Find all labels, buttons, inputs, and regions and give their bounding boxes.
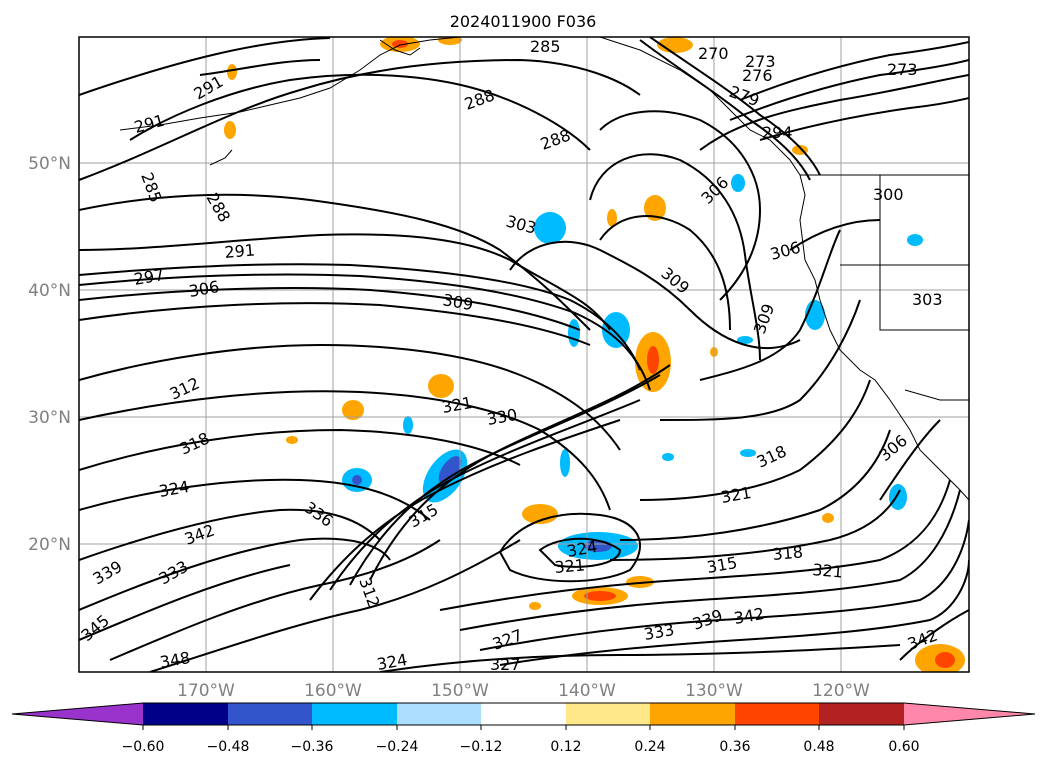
coastlines <box>119 37 969 501</box>
colorbar-segment <box>819 703 904 725</box>
contour-label: 285 <box>530 37 561 56</box>
colorbar-tick-label: 0.12 <box>550 739 581 755</box>
colorbar-segment <box>312 703 397 725</box>
colorbar-segment <box>481 703 566 725</box>
colorbar-tick-labels: −0.60 −0.48 −0.36 −0.24 −0.12 0.12 0.24 … <box>122 739 920 755</box>
lon-label: 170°W <box>177 681 235 701</box>
map-background <box>79 37 969 672</box>
contour-label: 321 <box>812 560 844 582</box>
contour-label: 273 <box>745 52 776 71</box>
contour-label: 291 <box>224 240 256 262</box>
longitude-labels: 170°W 160°W 150°W 140°W 130°W 120°W <box>177 681 870 701</box>
colorbar-tick-label: 0.36 <box>719 739 750 755</box>
colorbar-tick-label: −0.12 <box>460 739 503 755</box>
contour-label: 270 <box>698 44 729 63</box>
colorbar-segment <box>228 703 312 725</box>
contour-label: 300 <box>873 185 904 204</box>
lon-label: 160°W <box>304 681 362 701</box>
contour-label: 303 <box>912 290 943 309</box>
lon-label: 130°W <box>685 681 743 701</box>
colorbar-segment <box>650 703 735 725</box>
colorbar-extend-min <box>12 703 143 725</box>
contour-label: 327 <box>490 655 521 674</box>
colorbar-tick-label: −0.60 <box>122 739 165 755</box>
lat-label: 40°N <box>28 281 71 301</box>
colorbar-tick-label: −0.48 <box>207 739 250 755</box>
lat-label: 50°N <box>28 154 71 174</box>
colorbar-tick-label: 0.24 <box>634 739 665 755</box>
colorbar-segment <box>397 703 481 725</box>
contour-label: 276 <box>742 66 773 85</box>
lat-label: 20°N <box>28 535 71 555</box>
contour-label: 294 <box>762 123 793 142</box>
lon-label: 140°W <box>558 681 616 701</box>
colorbar-tick-label: 0.60 <box>888 739 919 755</box>
contour-label: 318 <box>772 542 804 564</box>
figure-title: 2024011900 F036 <box>450 12 597 31</box>
colorbar-segment <box>735 703 819 725</box>
map-frame <box>78 36 970 673</box>
contour-label: 324 <box>375 650 408 674</box>
contour-lines <box>79 37 969 672</box>
colorbar-tick-label: 0.48 <box>803 739 834 755</box>
colorbar-tick-label: −0.36 <box>291 739 334 755</box>
lon-label: 150°W <box>431 681 489 701</box>
colorbar-tick-label: −0.24 <box>376 739 419 755</box>
colorbar-extend-max <box>904 703 1035 725</box>
lat-label: 30°N <box>28 408 71 428</box>
colorbar-ticks <box>142 725 905 730</box>
colorbar-segment <box>143 703 228 725</box>
contour-label: 321 <box>554 555 586 577</box>
lon-label: 120°W <box>812 681 870 701</box>
colorbar-segment <box>566 703 650 725</box>
contour-label: 273 <box>887 60 918 79</box>
colorbar: −0.60 −0.48 −0.36 −0.24 −0.12 0.12 0.24 … <box>11 702 1036 755</box>
map-area: 285 270 273 276 279 273 291 291 288 288 … <box>78 36 970 674</box>
latitude-labels: 50°N 40°N 30°N 20°N <box>28 154 71 555</box>
